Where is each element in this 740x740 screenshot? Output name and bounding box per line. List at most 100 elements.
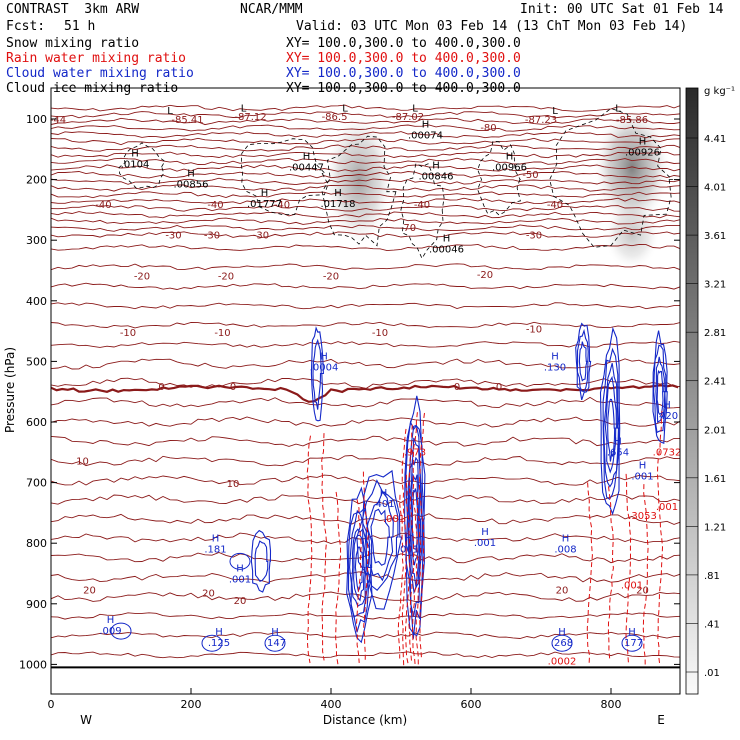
cloud-max-label: .001 bbox=[474, 538, 496, 549]
legend-cloud: Cloud water mixing ratio bbox=[6, 66, 194, 81]
y-tick-label: 300 bbox=[26, 234, 47, 247]
temperature-min-label: -86.5 bbox=[322, 112, 348, 123]
cloud-max-label-h: H bbox=[212, 533, 220, 544]
isotherm-label: -20 bbox=[134, 272, 150, 283]
isotherm bbox=[51, 321, 680, 329]
isotherm-label: 0 bbox=[496, 382, 502, 393]
isotherm-label: 20 bbox=[556, 585, 569, 596]
isotherm bbox=[51, 243, 680, 252]
rain-contour bbox=[362, 471, 370, 663]
isotherm-label: -40 bbox=[95, 200, 111, 211]
cloud-contour bbox=[603, 363, 620, 488]
cloud-contour bbox=[110, 622, 132, 640]
cloud-contour bbox=[607, 398, 616, 462]
rain-contour bbox=[607, 486, 614, 660]
temperature-min-label: -85.41 bbox=[171, 115, 203, 126]
ice-contours bbox=[118, 107, 674, 260]
cloud-contour bbox=[604, 375, 617, 474]
rain-contour bbox=[415, 492, 422, 665]
colorbar-label: 3.21 bbox=[704, 280, 726, 291]
ice-contour bbox=[477, 140, 521, 216]
xy-snow: XY= 100.0,300.0 to 400.0,300.0 bbox=[286, 36, 521, 51]
isotherm-label: 20 bbox=[202, 589, 215, 600]
temperature-min-label: -87.23 bbox=[525, 115, 557, 126]
rain-contours bbox=[306, 410, 664, 667]
isotherm bbox=[51, 204, 680, 212]
colorbar-ramp bbox=[685, 87, 699, 695]
y-tick-label: 900 bbox=[26, 598, 47, 611]
cloud-contour bbox=[653, 344, 667, 434]
isotherm bbox=[51, 612, 680, 620]
y-tick-label: 600 bbox=[26, 416, 47, 429]
cloud-contour bbox=[312, 338, 322, 410]
cloud-max-label: .009 bbox=[99, 626, 121, 637]
cloud-max-label-h: H bbox=[628, 627, 636, 638]
rain-max-label: .0732 bbox=[653, 447, 682, 458]
y-tick-label: 200 bbox=[26, 174, 47, 187]
rain-contour bbox=[642, 484, 649, 666]
cloud-max-label: .268 bbox=[551, 638, 573, 649]
isotherm-label: -30 bbox=[526, 230, 542, 241]
ice-max-label: .00046 bbox=[429, 244, 464, 255]
isotherm bbox=[51, 131, 680, 139]
isotherm bbox=[51, 455, 680, 467]
isotherm-label: -30 bbox=[165, 230, 181, 241]
cloud-max-label: .177 bbox=[621, 638, 643, 649]
ice-max-label: .00856 bbox=[174, 179, 209, 190]
contour-labels: -44 -40 -40 -40 -40 -40 -30 -30 -30 -30 -20 -20 -20 -… bbox=[50, 104, 681, 668]
cloud-contour bbox=[347, 506, 372, 633]
cloud-max-label-h: H bbox=[614, 436, 622, 447]
rain-contour bbox=[306, 435, 313, 664]
cloud-contours bbox=[110, 322, 668, 652]
ice-max-label: .01718 bbox=[321, 199, 356, 210]
isotherm-label: -10 bbox=[214, 328, 230, 339]
x-tick-label: 600 bbox=[461, 698, 482, 711]
cloud-max-label-h: H bbox=[481, 527, 489, 538]
isotherm bbox=[51, 157, 680, 165]
colorbar: g kg⁻¹ 4.41 4.01 3.61 3.21 2.81 2.41 2.01 1.61 1… bbox=[685, 86, 735, 695]
ice-max-label-h: H bbox=[187, 168, 195, 179]
xy-cloud: XY= 100.0,300.0 to 400.0,300.0 bbox=[286, 66, 521, 81]
model-center: NCAR/MMM bbox=[240, 2, 303, 17]
cloud-max-label-h: H bbox=[107, 615, 115, 626]
ice-max-label: .01777 bbox=[247, 199, 282, 210]
cloud-contour bbox=[351, 527, 367, 608]
cloud-max-label: .0004 bbox=[310, 362, 339, 373]
cloud-max-label-h: H bbox=[236, 564, 244, 575]
low-marker: L bbox=[342, 104, 348, 115]
isotherm-label: 10 bbox=[227, 479, 240, 490]
isotherm bbox=[51, 340, 680, 348]
y-axis-title: Pressure (hPa) bbox=[3, 347, 17, 433]
rain-contour bbox=[656, 410, 664, 666]
isotherm-label: 20 bbox=[83, 585, 96, 596]
isotherm bbox=[51, 231, 680, 239]
isotherm-label: 20 bbox=[636, 585, 649, 596]
ice-max-label-h: H bbox=[506, 152, 514, 163]
y-tick-label: 1000 bbox=[19, 658, 47, 671]
ice-max-label: .00447 bbox=[289, 163, 324, 174]
colorbar-label: 2.41 bbox=[704, 377, 726, 388]
isotherm bbox=[51, 104, 680, 112]
isotherm-label: -40 bbox=[547, 200, 563, 211]
low-marker: L bbox=[552, 106, 558, 117]
cloud-contour bbox=[362, 479, 399, 591]
rain-max-label: .001 bbox=[656, 502, 678, 513]
cloud-max-label-h: H bbox=[639, 461, 647, 472]
isotherm bbox=[51, 493, 680, 505]
cloud-contour bbox=[229, 552, 251, 570]
ice-contour bbox=[400, 163, 445, 260]
colorbar-label: .01 bbox=[704, 668, 720, 679]
isotherm bbox=[51, 631, 680, 639]
isotherm-label: -50 bbox=[522, 170, 538, 181]
cloud-max-label: .125 bbox=[208, 638, 230, 649]
ice-max-label-h: H bbox=[303, 152, 311, 163]
cloud-contour bbox=[578, 341, 588, 382]
temperature-min-label: -87.02 bbox=[392, 112, 424, 123]
cloud-max-label-h: H bbox=[271, 627, 279, 638]
ice-max-label: .00074 bbox=[408, 130, 443, 141]
isotherm-label: -10 bbox=[372, 328, 388, 339]
cloud-max-label: .654 bbox=[607, 447, 629, 458]
cloud-max-label: .401 bbox=[372, 499, 394, 510]
isotherm bbox=[51, 144, 680, 152]
isotherm bbox=[51, 191, 680, 199]
